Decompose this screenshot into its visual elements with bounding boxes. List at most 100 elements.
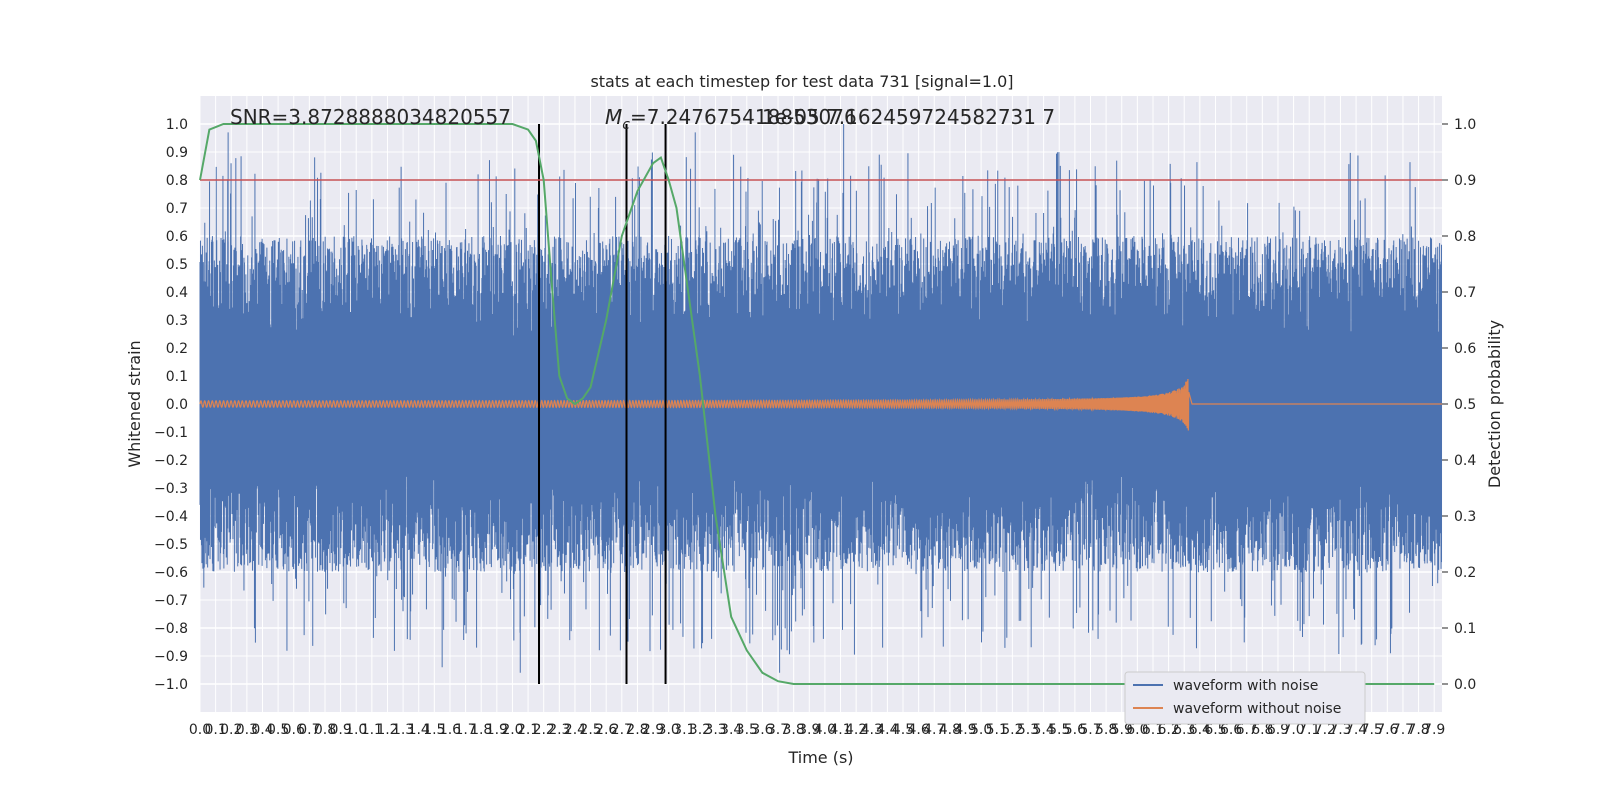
y2-tick-label: 0.9 [1454,173,1476,189]
y2-tick-label: 0.7 [1454,285,1476,301]
legend-label-noise: waveform with noise [1173,678,1318,694]
x-tick-label: 3.9 [798,722,820,738]
y2-tick-label: 1.0 [1454,117,1476,133]
x-tick-label: 4.7 [923,722,945,738]
series-waveform-with-noise [199,124,1443,673]
x-tick-label: 7.0 [1282,722,1304,738]
x-tick-label: 1.6 [439,722,461,738]
x-tick-label: 5.4 [1032,722,1054,738]
x-tick-label: 1.8 [470,722,492,738]
x-tick-label: 3.6 [751,722,773,738]
y-tick-label: −0.7 [154,593,188,609]
y-tick-label: −0.3 [154,481,188,497]
detection-probability-line [199,123,1435,685]
x-tick-label: 0.4 [251,722,273,738]
y-tick-label: −0.6 [154,565,188,581]
legend-box [1124,671,1366,725]
y-axis-label: Whitened strain [125,340,144,467]
y-tick-label: 0.4 [166,285,188,301]
x-tick-label: 1.0 [345,722,367,738]
y2-tick-label: 0.0 [1454,677,1476,693]
snr-annotation: SNR=3.8728888034820557 [230,105,511,129]
x-tick-label: 4.1 [829,722,851,738]
x-tick-label: 4.4 [876,722,898,738]
x-tick-label: 7.2 [1314,722,1336,738]
x-axis-label: Time (s) [787,748,853,767]
y-tick-label: 0.3 [166,313,188,329]
y-tick-label: −0.9 [154,649,188,665]
x-tick-label: 0.1 [204,722,226,738]
y-tick-label: 0.7 [166,201,188,217]
mc-value: =7.247675418853076 [630,105,857,129]
x-tick-label: 7.7 [1392,722,1414,738]
x-tick-label: 5.8 [1095,722,1117,738]
series-detection-probability [199,123,1435,685]
x-tick-label: 0.9 [329,722,351,738]
x-tick-label: 0.8 [314,722,336,738]
chart-title: stats at each timestep for test data 731… [590,72,1013,91]
x-tick-label: 6.4 [1189,722,1211,738]
x-tick-label: 1.2 [376,722,398,738]
series-waveform-without-noise [199,379,1442,431]
y-tick-label: 0.2 [166,341,188,357]
x-tick-label: 3.1 [673,722,695,738]
x-tick-label: 5.3 [1017,722,1039,738]
y2-tick-labels: 1.0 0.9 0.8 0.7 0.6 0.5 0.4 0.3 0.2 0.1 0.0 [1442,117,1476,693]
y-tick-label: −0.1 [154,425,188,441]
x-tick-label: 5.6 [1064,722,1086,738]
legend-label-clean: waveform without noise [1173,701,1341,717]
y-tick-label: −0.5 [154,537,188,553]
x-tick-label: 1.3 [392,722,414,738]
x-tick-label: 2.5 [579,722,601,738]
y-tick-labels: 1.0 0.9 0.8 0.7 0.6 0.5 0.4 0.3 0.2 0.1 0.0 −0.1 −0.… [154,117,188,693]
x-tick-label: 4.9 [954,722,976,738]
x-tick-label: 3.7 [767,722,789,738]
x-tick-label: 5.7 [1079,722,1101,738]
y2-tick-label: 0.3 [1454,509,1476,525]
x-tick-label: 6.0 [1126,722,1148,738]
y-tick-label: 0.1 [166,369,188,385]
legend: waveform with noise waveform without noi… [1124,671,1366,725]
x-tick-label: 6.6 [1220,722,1242,738]
mc-symbol: M [605,105,622,129]
chirp-trace [199,379,1442,431]
x-tick-label: 0.7 [298,722,320,738]
x-tick-label: 5.0 [970,722,992,738]
x-tick-label: 5.1 [986,722,1008,738]
x-tick-label: 2.1 [517,722,539,738]
x-tick-label: 7.1 [1298,722,1320,738]
y-tick-label: 0.8 [166,173,188,189]
x-tick-label: 2.4 [564,722,586,738]
y2-tick-label: 0.2 [1454,565,1476,581]
x-tick-label: 1.5 [423,722,445,738]
y-tick-label: −0.4 [154,509,188,525]
x-tick-label: 5.5 [1048,722,1070,738]
x-tick-label: 2.9 [642,722,664,738]
x-tick-label: 1.1 [361,722,383,738]
x-tick-label: 6.7 [1236,722,1258,738]
x-tick-label: 7.3 [1329,722,1351,738]
y-tick-label: 0.5 [166,257,188,273]
x-tick-label: 6.8 [1251,722,1273,738]
x-tick-label: 7.6 [1376,722,1398,738]
x-tick-label: 5.2 [1001,722,1023,738]
x-tick-label: 0.2 [220,722,242,738]
x-tick-label: 3.2 [689,722,711,738]
x-tick-label: 4.6 [908,722,930,738]
y-tick-label: −1.0 [154,677,188,693]
x-tick-label: 0.3 [236,722,258,738]
y-tick-label: 1.0 [166,117,188,133]
y2-tick-label: 0.6 [1454,341,1476,357]
x-tick-label: 2.0 [501,722,523,738]
x-tick-label: 2.6 [595,722,617,738]
x-tick-label: 6.5 [1204,722,1226,738]
overlap-annotation: 1e-05 7.162459724582731 7 [762,105,1055,129]
x-tick-label: 7.9 [1423,722,1445,738]
x-tick-label: 4.5 [892,722,914,738]
x-tick-label: 2.3 [548,722,570,738]
mc-annotation: Mc=7.247675418853076 [605,105,857,133]
x-tick-label: 1.9 [486,722,508,738]
x-tick-label: 5.9 [1111,722,1133,738]
